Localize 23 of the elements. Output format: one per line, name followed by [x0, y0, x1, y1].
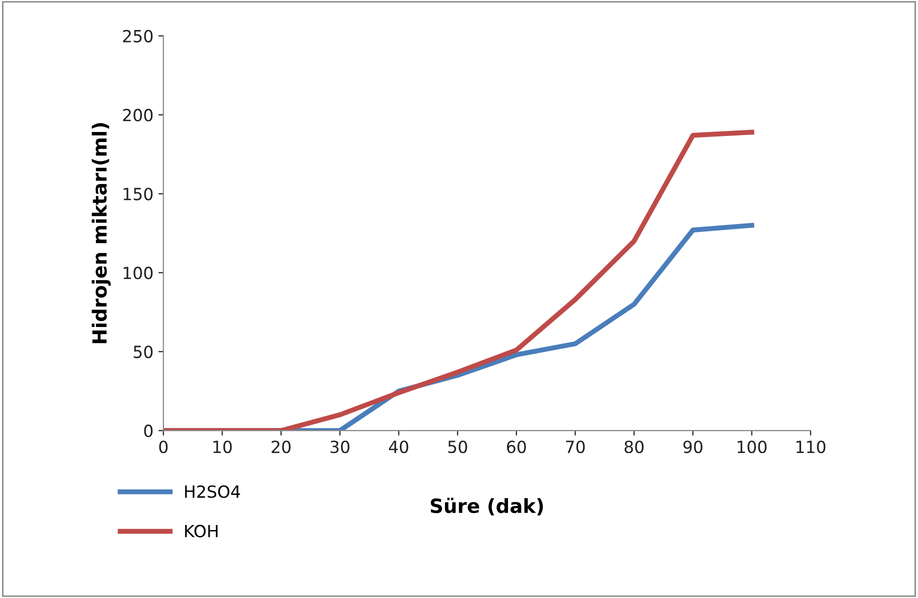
y-tick-label: 250: [123, 30, 153, 42]
x-tick-label: 20: [272, 440, 291, 454]
x-tick-label: 100: [738, 440, 767, 454]
y-axis-title: Hidrojen miktarı(ml): [92, 123, 111, 344]
legend-label: KOH: [185, 524, 218, 538]
x-tick-label: 40: [388, 440, 408, 454]
x-tick-label: 30: [330, 440, 350, 454]
line-series: [163, 130, 754, 431]
y-tick-label: 150: [124, 188, 153, 200]
x-tick-label: 60: [506, 440, 526, 454]
x-tick-label: 50: [448, 440, 468, 454]
x-tick-label: 90: [683, 440, 702, 454]
x-tick-label: 70: [566, 440, 585, 454]
y-tick-label: 200: [123, 108, 153, 122]
y-tick-label: 0: [144, 424, 153, 438]
x-tick-label: 110: [796, 440, 826, 454]
x-tick-label: 80: [624, 440, 644, 454]
x-tick-label: 10: [213, 440, 232, 454]
x-axis-title: Süre (dak): [430, 498, 543, 516]
y-tick-label: 50: [134, 346, 153, 358]
legend-label: H2SO4: [185, 485, 240, 498]
y-tick-label: 100: [124, 266, 153, 280]
x-tick-label: 0: [159, 440, 168, 454]
